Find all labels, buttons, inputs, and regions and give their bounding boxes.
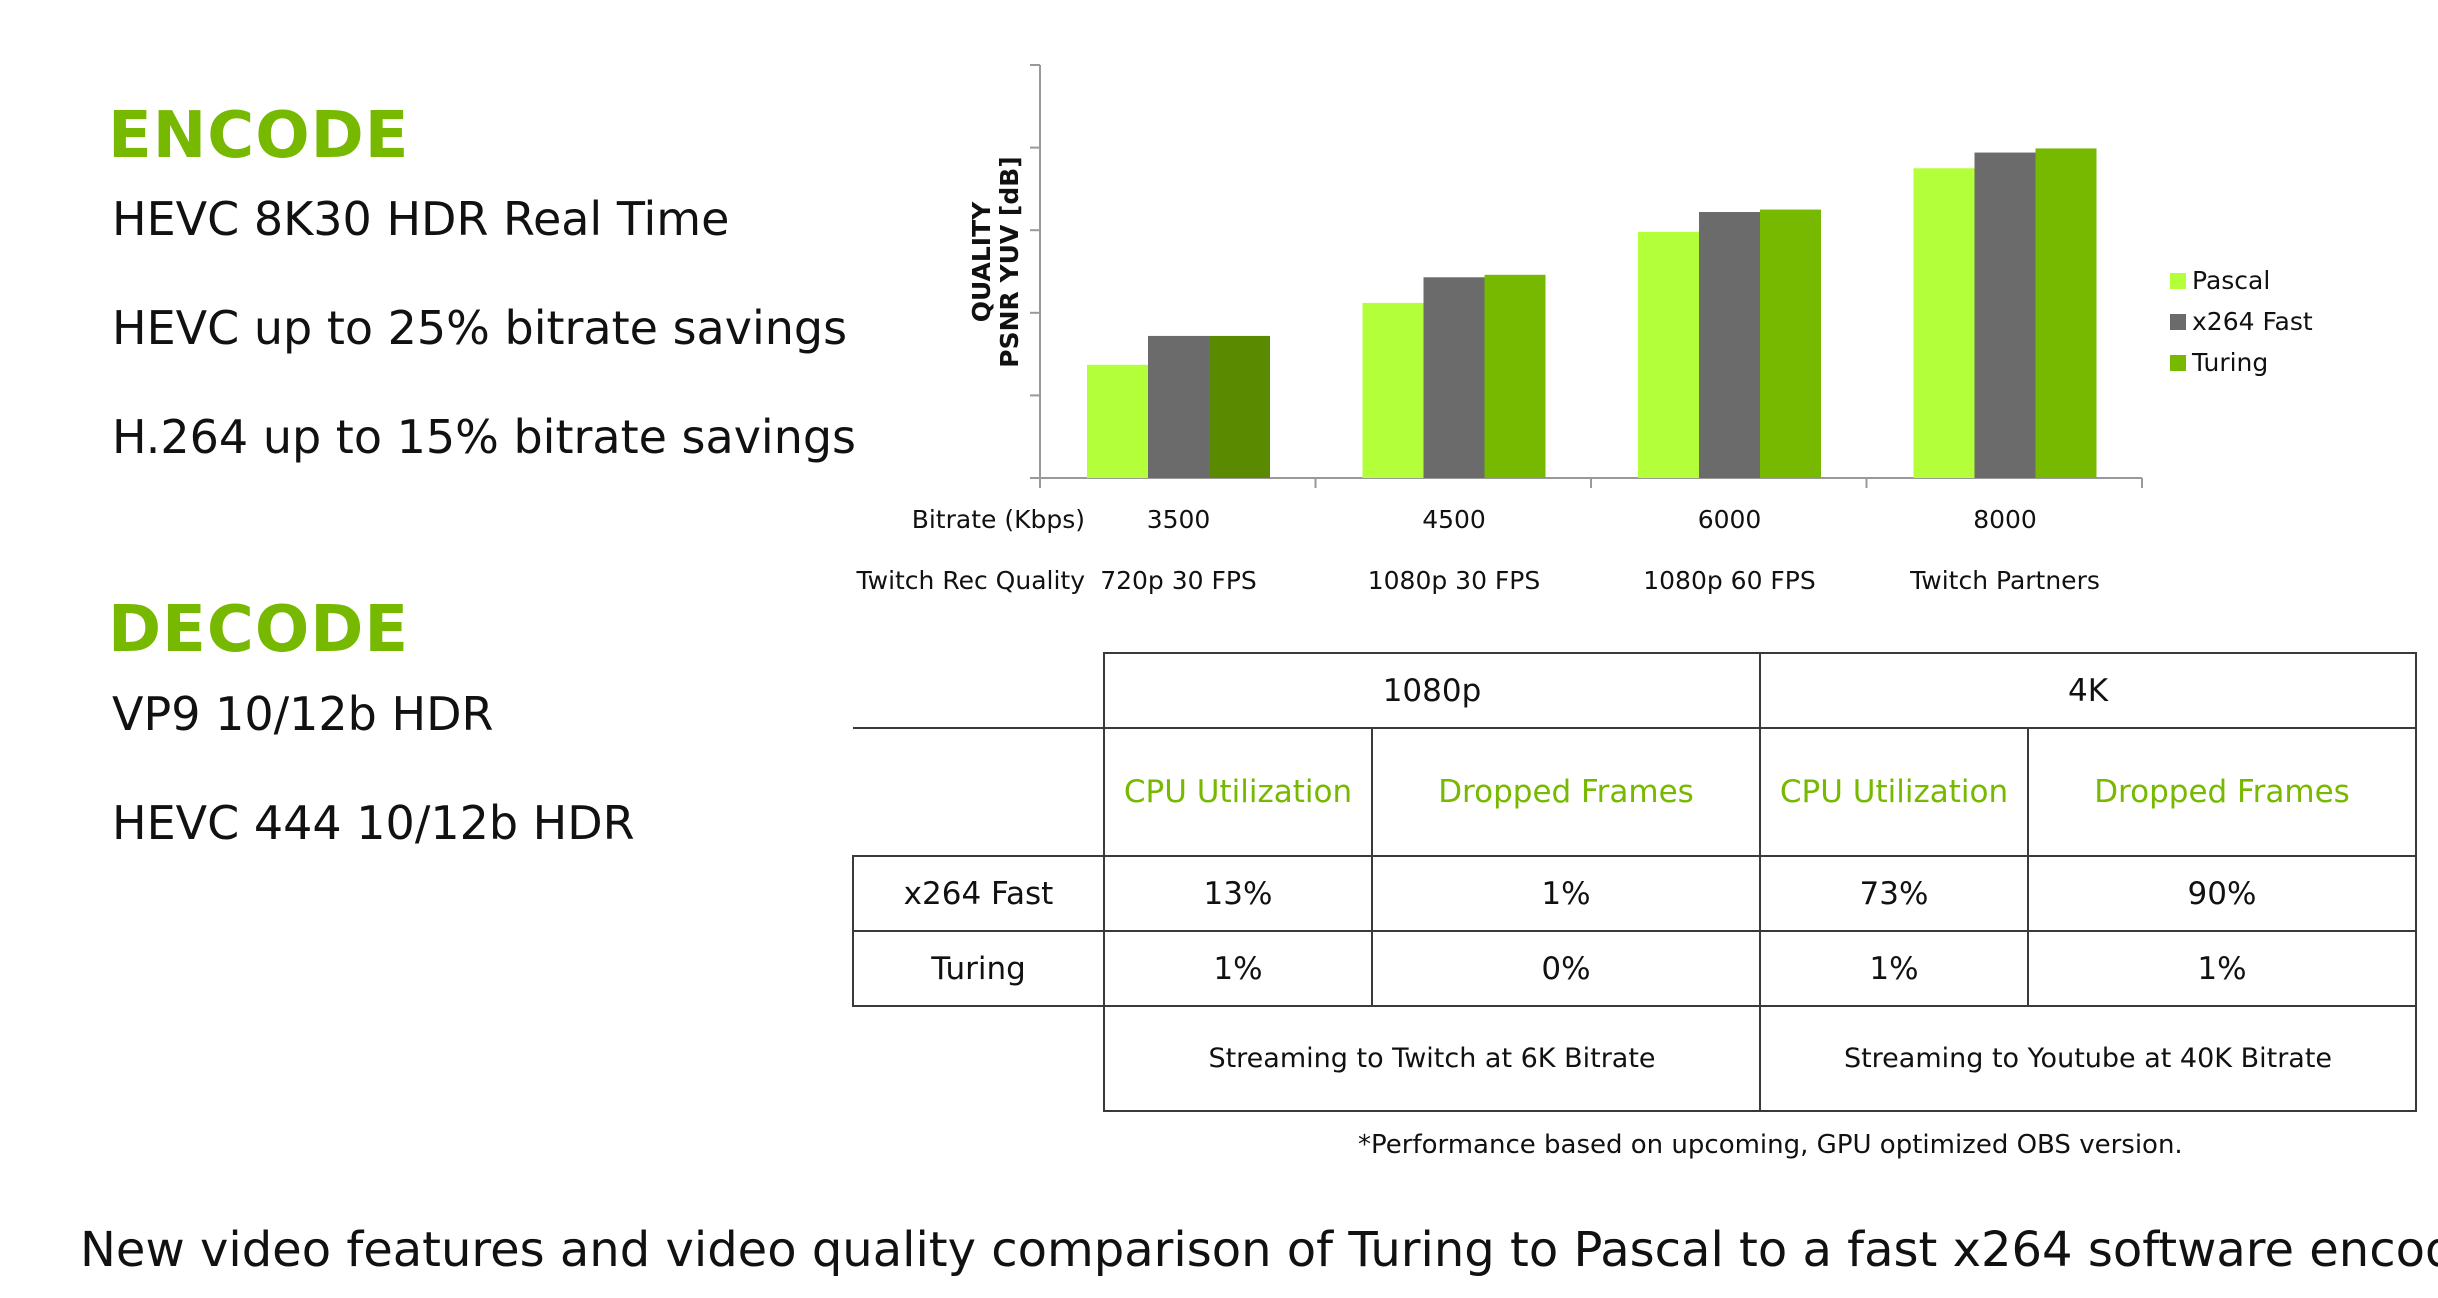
x-tick-label: 8000 — [1973, 505, 2037, 534]
bar-turing-8000 — [2035, 148, 2097, 478]
table-group-header-row: 1080p 4K — [853, 652, 2417, 729]
table-cell: 1% — [1371, 855, 1761, 932]
y-axis-label-line-1: QUALITY — [967, 201, 996, 322]
quality-bar-chart: 3500 720p 30 FPS 4500 1080p 30 FPS 6000 1080p… — [855, 64, 2143, 595]
legend-item-turing: Turing — [2170, 342, 2313, 383]
sub-header-cpu-4k: CPU Utilization — [1759, 727, 2029, 857]
row-label-turing: Turing — [852, 930, 1105, 1007]
decode-heading: DECODE — [108, 593, 410, 667]
table-row: Turing 1% 0% 1% 1% — [852, 930, 2417, 1007]
note-twitch: Streaming to Twitch at 6K Bitrate — [1103, 1005, 1761, 1112]
legend-label-x264: x264 Fast — [2192, 307, 2313, 336]
encode-feature-1: HEVC 8K30 HDR Real Time — [112, 192, 730, 246]
encode-feature-2: HEVC up to 25% bitrate savings — [112, 301, 848, 355]
group-header-1080p: 1080p — [1103, 652, 1761, 729]
table-sub-header-row: CPU Utilization Dropped Frames CPU Utili… — [853, 727, 2417, 857]
bitrate-row-label: Bitrate (Kbps) — [912, 505, 1085, 534]
sub-header-cpu-1080p: CPU Utilization — [1103, 727, 1373, 857]
sub-header-dropped-4k: Dropped Frames — [2027, 727, 2417, 857]
bar-turing-3500 — [1209, 335, 1270, 478]
legend-label-turing: Turing — [2192, 348, 2269, 377]
table-notes-row: Streaming to Twitch at 6K Bitrate Stream… — [853, 1005, 2417, 1112]
x-tick-label: 3500 — [1147, 505, 1211, 534]
quality-label: 1080p 30 FPS — [1368, 566, 1541, 595]
performance-table: 1080p 4K CPU Utilization Dropped Frames … — [852, 652, 2417, 1112]
quality-label: 1080p 60 FPS — [1643, 566, 1816, 595]
y-axis-label: QUALITYPSNR YUV [dB] — [967, 156, 1024, 367]
table-cell: 90% — [2027, 855, 2417, 932]
decode-feature-1: VP9 10/12b HDR — [112, 687, 494, 741]
twitch-row-label: Twitch Rec Quality — [855, 566, 1085, 595]
legend-swatch-x264 — [2170, 313, 2186, 330]
sub-header-dropped-1080p: Dropped Frames — [1371, 727, 1761, 857]
group-header-4k: 4K — [1759, 652, 2417, 729]
figure-caption: New video features and video quality com… — [80, 1222, 2438, 1278]
chart-legend: Pascal x264 Fast Turing — [2170, 260, 2313, 383]
bar-x264-fast-4500 — [1423, 277, 1485, 478]
table-cell: 1% — [1103, 930, 1373, 1007]
table-corner — [853, 653, 1105, 729]
row-label-x264: x264 Fast — [852, 855, 1105, 932]
bar-turing-6000 — [1760, 209, 1821, 479]
bar-x264-fast-3500 — [1148, 335, 1209, 478]
bar-pascal-6000 — [1638, 231, 1699, 478]
legend-swatch-pascal — [2170, 272, 2186, 289]
x-tick-label: 6000 — [1698, 505, 1762, 534]
quality-label: 720p 30 FPS — [1100, 566, 1257, 595]
table-cell: 1% — [2027, 930, 2417, 1007]
bar-x264-fast-6000 — [1699, 212, 1760, 478]
table-cell: 1% — [1759, 930, 2029, 1007]
encode-heading: ENCODE — [108, 99, 410, 173]
legend-item-pascal: Pascal — [2170, 260, 2313, 301]
table-cell: 0% — [1371, 930, 1761, 1007]
table-cell: 73% — [1759, 855, 2029, 932]
bar-pascal-3500 — [1087, 364, 1148, 478]
legend-label-pascal: Pascal — [2192, 266, 2271, 295]
table-corner-2 — [853, 728, 1105, 857]
x-tick-label: 4500 — [1422, 505, 1486, 534]
bar-pascal-4500 — [1362, 302, 1424, 478]
legend-swatch-turing — [2170, 354, 2186, 371]
encode-feature-3: H.264 up to 15% bitrate savings — [112, 410, 857, 464]
table-corner-3 — [853, 1006, 1105, 1111]
bar-x264-fast-8000 — [1974, 152, 2036, 478]
chart-bars — [1087, 148, 2097, 479]
chart-labels: 3500 720p 30 FPS 4500 1080p 30 FPS 6000 1080p… — [855, 156, 2099, 595]
note-youtube: Streaming to Youtube at 40K Bitrate — [1759, 1005, 2417, 1112]
footnote: *Performance based on upcoming, GPU opti… — [1358, 1130, 2183, 1160]
y-axis-label-line-2: PSNR YUV [dB] — [995, 156, 1024, 367]
table-cell: 13% — [1103, 855, 1373, 932]
bar-pascal-8000 — [1913, 168, 1975, 478]
quality-label: Twitch Partners — [1909, 566, 2100, 595]
decode-feature-2: HEVC 444 10/12b HDR — [112, 796, 635, 850]
table-row: x264 Fast 13% 1% 73% 90% — [852, 855, 2417, 932]
legend-item-x264: x264 Fast — [2170, 301, 2313, 342]
bar-turing-4500 — [1484, 274, 1546, 478]
